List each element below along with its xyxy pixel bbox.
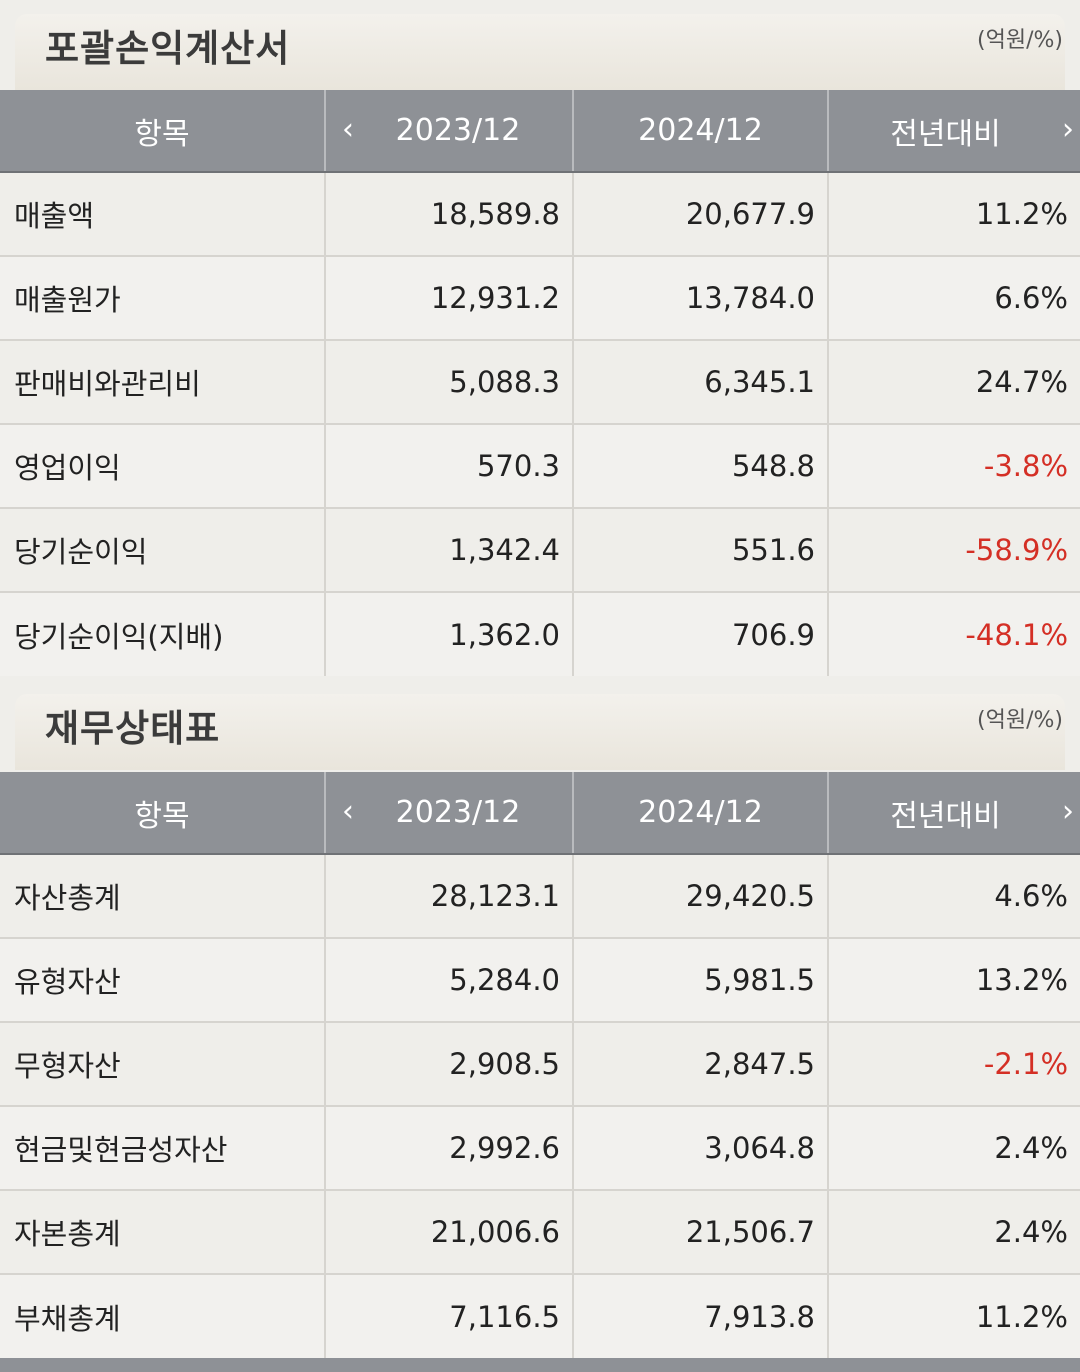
income-header-change: 전년대비 › xyxy=(827,90,1080,173)
value-prev: 28,123.1 xyxy=(324,853,573,938)
value-prev: 5,284.0 xyxy=(324,937,573,1022)
row-label: 영업이익 xyxy=(0,423,325,508)
table-row: 영업이익 570.3 548.8 -3.8% xyxy=(0,423,1080,508)
income-header-curr: 2024/12 xyxy=(572,90,828,173)
table-row: 매출액 18,589.8 20,677.9 11.2% xyxy=(0,171,1080,256)
value-prev: 2,908.5 xyxy=(324,1021,573,1106)
table-row: 판매비와관리비 5,088.3 6,345.1 24.7% xyxy=(0,339,1080,424)
value-change: 2.4% xyxy=(827,1105,1080,1190)
row-label: 매출액 xyxy=(0,171,325,256)
balance-header-change: 전년대비 › xyxy=(827,772,1080,855)
table-row: 매출원가 12,931.2 13,784.0 6.6% xyxy=(0,255,1080,340)
table-row: 당기순이익(지배) 1,362.0 706.9 -48.1% xyxy=(0,591,1080,676)
value-prev: 12,931.2 xyxy=(324,255,573,340)
row-label: 유형자산 xyxy=(0,937,325,1022)
bottom-edge xyxy=(0,1358,1080,1372)
income-section-header: 포괄손익계산서 (억원/%) xyxy=(15,14,1065,90)
value-prev: 1,342.4 xyxy=(324,507,573,592)
row-label: 부채총계 xyxy=(0,1273,325,1358)
balance-header-prev: ‹ 2023/12 xyxy=(324,772,573,855)
value-prev: 7,116.5 xyxy=(324,1273,573,1358)
row-label: 자산총계 xyxy=(0,853,325,938)
value-curr: 2,847.5 xyxy=(572,1021,828,1106)
value-prev: 1,362.0 xyxy=(324,591,573,676)
row-label: 현금및현금성자산 xyxy=(0,1105,325,1190)
table-row: 당기순이익 1,342.4 551.6 -58.9% xyxy=(0,507,1080,592)
value-change: 24.7% xyxy=(827,339,1080,424)
income-header-item: 항목 xyxy=(0,90,325,173)
row-label: 당기순이익(지배) xyxy=(0,591,325,676)
chevron-left-icon[interactable]: ‹ xyxy=(342,794,354,829)
value-change: 11.2% xyxy=(827,171,1080,256)
table-row: 부채총계 7,116.5 7,913.8 11.2% xyxy=(0,1273,1080,1358)
value-change: 4.6% xyxy=(827,853,1080,938)
row-label: 판매비와관리비 xyxy=(0,339,325,424)
value-curr: 29,420.5 xyxy=(572,853,828,938)
row-label: 매출원가 xyxy=(0,255,325,340)
chevron-left-icon[interactable]: ‹ xyxy=(342,112,354,147)
balance-unit: (억원/%) xyxy=(977,708,1063,733)
value-curr: 21,506.7 xyxy=(572,1189,828,1274)
balance-header-item: 항목 xyxy=(0,772,325,855)
value-curr: 548.8 xyxy=(572,423,828,508)
table-row: 자산총계 28,123.1 29,420.5 4.6% xyxy=(0,853,1080,938)
balance-header-curr: 2024/12 xyxy=(572,772,828,855)
balance-header-row: 항목 ‹ 2023/12 2024/12 전년대비 › xyxy=(0,772,1080,855)
table-row: 무형자산 2,908.5 2,847.5 -2.1% xyxy=(0,1021,1080,1106)
income-unit: (억원/%) xyxy=(977,28,1063,53)
value-curr: 551.6 xyxy=(572,507,828,592)
value-prev: 5,088.3 xyxy=(324,339,573,424)
value-change: 6.6% xyxy=(827,255,1080,340)
income-header-row: 항목 ‹ 2023/12 2024/12 전년대비 › xyxy=(0,90,1080,173)
row-label: 무형자산 xyxy=(0,1021,325,1106)
balance-section-header: 재무상태표 (억원/%) xyxy=(15,694,1065,770)
value-prev: 18,589.8 xyxy=(324,171,573,256)
value-curr: 706.9 xyxy=(572,591,828,676)
row-label: 자본총계 xyxy=(0,1189,325,1274)
income-header-prev: ‹ 2023/12 xyxy=(324,90,573,173)
value-prev: 570.3 xyxy=(324,423,573,508)
chevron-right-icon[interactable]: › xyxy=(1062,794,1074,829)
value-curr: 13,784.0 xyxy=(572,255,828,340)
balance-title: 재무상태표 xyxy=(45,707,221,750)
income-title: 포괄손익계산서 xyxy=(45,27,291,70)
value-change: -58.9% xyxy=(827,507,1080,592)
value-prev: 2,992.6 xyxy=(324,1105,573,1190)
value-change: 2.4% xyxy=(827,1189,1080,1274)
table-row: 현금및현금성자산 2,992.6 3,064.8 2.4% xyxy=(0,1105,1080,1190)
value-curr: 6,345.1 xyxy=(572,339,828,424)
value-change: 13.2% xyxy=(827,937,1080,1022)
table-row: 유형자산 5,284.0 5,981.5 13.2% xyxy=(0,937,1080,1022)
value-prev: 21,006.6 xyxy=(324,1189,573,1274)
row-label: 당기순이익 xyxy=(0,507,325,592)
balance-table: 항목 ‹ 2023/12 2024/12 전년대비 › 자산총계 28,123.1… xyxy=(0,772,1080,1358)
value-change: -2.1% xyxy=(827,1021,1080,1106)
value-change: 11.2% xyxy=(827,1273,1080,1358)
value-curr: 20,677.9 xyxy=(572,171,828,256)
value-curr: 5,981.5 xyxy=(572,937,828,1022)
income-table: 항목 ‹ 2023/12 2024/12 전년대비 › 매출액 18,589.8 2… xyxy=(0,90,1080,676)
value-curr: 7,913.8 xyxy=(572,1273,828,1358)
value-change: -3.8% xyxy=(827,423,1080,508)
chevron-right-icon[interactable]: › xyxy=(1062,112,1074,147)
table-row: 자본총계 21,006.6 21,506.7 2.4% xyxy=(0,1189,1080,1274)
value-change: -48.1% xyxy=(827,591,1080,676)
value-curr: 3,064.8 xyxy=(572,1105,828,1190)
